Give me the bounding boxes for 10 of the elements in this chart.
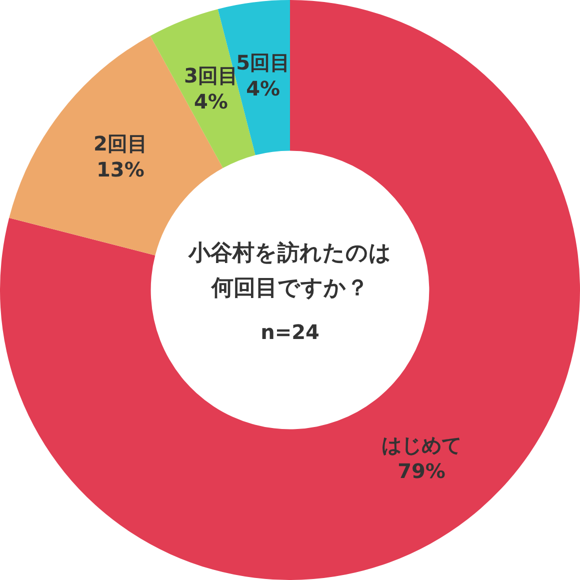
slice-label: 5回目 bbox=[236, 50, 290, 74]
text: n=24 bbox=[260, 320, 320, 344]
data-label: 79% bbox=[398, 458, 446, 483]
text: 小谷村を訪れたのは何回目ですか？ bbox=[188, 240, 392, 303]
slice-label: はじめて bbox=[382, 432, 462, 457]
data-label: 13% bbox=[96, 158, 144, 182]
data-label: 4% bbox=[246, 76, 280, 100]
slice-label: 3回目 bbox=[184, 64, 238, 88]
data-label: 4% bbox=[194, 90, 228, 114]
slice-label: 2回目 bbox=[93, 132, 148, 156]
